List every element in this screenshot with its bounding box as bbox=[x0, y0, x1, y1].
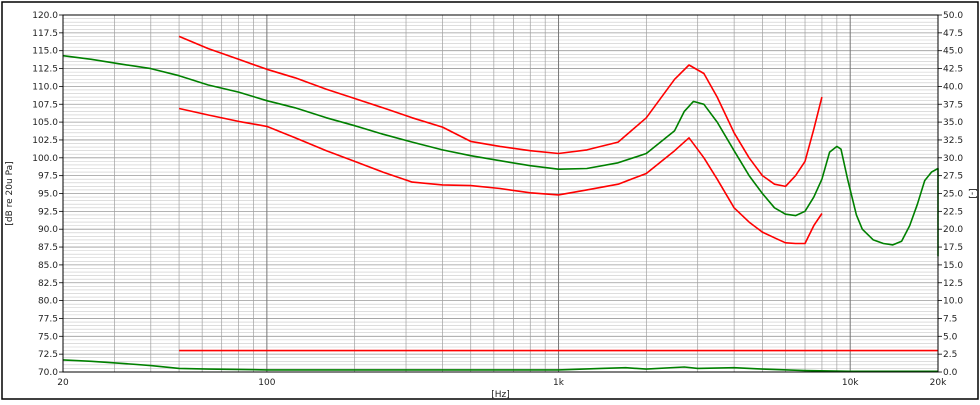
y-tick-label: 85.0 bbox=[38, 261, 58, 271]
y-right-tick-label: 40.0 bbox=[943, 82, 963, 92]
y-tick-label: 70.0 bbox=[38, 368, 58, 378]
y-tick-label: 115.0 bbox=[32, 47, 58, 57]
y-right-tick-label: 20.0 bbox=[943, 225, 963, 235]
x-tick-label: 10k bbox=[842, 378, 859, 388]
y-right-tick-label: 42.5 bbox=[943, 65, 963, 75]
y-tick-label: 75.0 bbox=[38, 332, 58, 342]
series-line bbox=[62, 54, 939, 257]
y-right-tick-label: 30.0 bbox=[943, 154, 963, 164]
y-tick-label: 82.5 bbox=[38, 279, 58, 289]
y-tick-label: 117.5 bbox=[32, 29, 58, 39]
series-line bbox=[178, 107, 823, 245]
y-right-tick-label: 27.5 bbox=[943, 172, 963, 182]
y-right-tick-label: 15.0 bbox=[943, 261, 963, 271]
y-tick-label: 105.0 bbox=[32, 118, 58, 128]
y-tick-label: 92.5 bbox=[38, 207, 58, 217]
y-tick-label: 72.5 bbox=[38, 350, 58, 360]
y-right-tick-label: 25.0 bbox=[943, 190, 963, 200]
y-right-tick-label: 37.5 bbox=[943, 100, 963, 110]
y-right-tick-label: 50.0 bbox=[943, 11, 963, 21]
y-right-tick-label: 5.0 bbox=[943, 332, 958, 342]
y-right-tick-label: 35.0 bbox=[943, 118, 963, 128]
y-tick-label: 120.0 bbox=[32, 11, 58, 21]
y-tick-label: 90.0 bbox=[38, 225, 58, 235]
y-tick-label: 77.5 bbox=[38, 314, 58, 324]
y-right-tick-label: 2.5 bbox=[943, 350, 957, 360]
y-tick-label: 107.5 bbox=[32, 100, 58, 110]
y-tick-label: 110.0 bbox=[32, 82, 58, 92]
axis-labels: 120.0 117.5 115.0 112.5 110.0 107.5 105.0 102.5… bbox=[5, 11, 977, 400]
y-tick-label: 95.0 bbox=[38, 190, 58, 200]
y-right-tick-label: 7.5 bbox=[943, 314, 957, 324]
y-tick-label: 100.0 bbox=[32, 154, 58, 164]
x-axis-label: [Hz] bbox=[491, 390, 510, 400]
x-tick-label: 100 bbox=[258, 378, 275, 388]
series-line bbox=[178, 35, 823, 188]
y-right-tick-label: 22.5 bbox=[943, 207, 963, 217]
y-right-tick-label: 45.0 bbox=[943, 47, 963, 57]
y-right-tick-label: 0.0 bbox=[943, 368, 958, 378]
x-tick-label: 20 bbox=[57, 378, 69, 388]
y-right-tick-label: 47.5 bbox=[943, 29, 963, 39]
y-tick-label: 80.0 bbox=[38, 297, 58, 307]
y-right-tick-label: 10.0 bbox=[943, 297, 963, 307]
y-right-tick-label: 12.5 bbox=[943, 279, 963, 289]
series-group bbox=[62, 35, 939, 373]
y-right-tick-label: 17.5 bbox=[943, 243, 963, 253]
y-tick-label: 97.5 bbox=[38, 172, 58, 182]
grid bbox=[62, 14, 939, 373]
x-tick-label: 1k bbox=[553, 378, 565, 388]
y-tick-label: 112.5 bbox=[32, 65, 58, 75]
y-right-axis-label: [-] bbox=[967, 188, 977, 198]
series-line bbox=[62, 359, 938, 373]
y-right-tick-label: 32.5 bbox=[943, 136, 963, 146]
y-tick-label: 102.5 bbox=[32, 136, 58, 146]
x-tick-label: 20k bbox=[930, 378, 947, 388]
y-tick-label: 87.5 bbox=[38, 243, 58, 253]
y-axis-label: [dB re 20u Pa] bbox=[5, 161, 15, 225]
